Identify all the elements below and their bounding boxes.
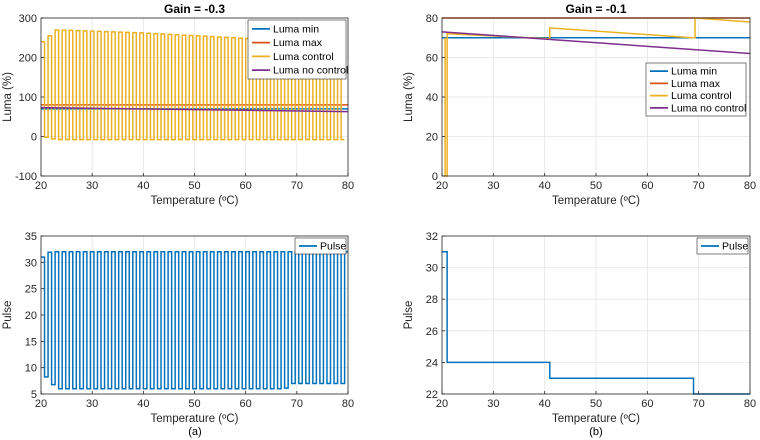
- chart-title: Gain = -0.3: [164, 2, 225, 16]
- y-tick-label: 200: [19, 53, 37, 65]
- x-tick-label: 70: [291, 398, 303, 410]
- caption-a: (a): [188, 426, 201, 438]
- x-tick-label: 70: [693, 180, 705, 192]
- x-tick-label: 50: [590, 398, 602, 410]
- legend: Pulse: [696, 237, 749, 255]
- y-tick-label: 40: [426, 92, 438, 104]
- x-axis-label: Temperature (ºC): [151, 413, 239, 425]
- y-tick-label: 24: [426, 357, 438, 369]
- x-tick-label: 20: [436, 180, 448, 192]
- x-tick-label: 80: [342, 398, 354, 410]
- y-tick-label: 32: [426, 231, 438, 243]
- x-axis-label: Temperature (ºC): [151, 195, 239, 207]
- x-tick-label: 40: [539, 180, 551, 192]
- legend-label-luma-max: Luma max: [273, 37, 323, 49]
- x-tick-label: 50: [188, 398, 200, 410]
- y-tick-label: 35: [25, 231, 37, 243]
- legend-box: [294, 237, 347, 255]
- x-tick-label: 60: [641, 398, 653, 410]
- x-tick-label: 40: [137, 180, 149, 192]
- y-tick-label: 25: [25, 284, 37, 296]
- y-axis-label: Pulse: [403, 301, 415, 330]
- panel-a-bottom: 20 30 40 50 60 70 80 5 10 15 20 25 30 35 Temperature (…: [2, 231, 354, 425]
- x-tick-label: 20: [35, 398, 47, 410]
- y-tick-label: 60: [426, 53, 438, 65]
- legend: Luma min Luma max Luma control Luma no cont…: [247, 19, 348, 80]
- panel-b-bottom: 20 30 40 50 60 70 80 22 24 26 28 30 32 Temperature (º…: [403, 231, 756, 425]
- y-tick-label: 26: [426, 326, 438, 338]
- x-tick-label: 80: [744, 180, 756, 192]
- x-tick-label: 70: [291, 180, 303, 192]
- y-tick-label: -100: [15, 171, 37, 183]
- x-axis-label: Temperature (ºC): [552, 413, 640, 425]
- y-tick-label: 10: [25, 363, 37, 375]
- x-tick-label: 60: [641, 180, 653, 192]
- y-axis-label: Luma (%): [403, 72, 415, 122]
- y-tick-label: 20: [426, 132, 438, 144]
- legend-label-luma-min: Luma min: [671, 66, 717, 78]
- caption-b: (b): [589, 426, 602, 438]
- panel-a-top: 20 30 40 50 60 70 80 -100 0 100 200 300 Temperature …: [2, 2, 354, 207]
- y-tick-label: 300: [19, 13, 37, 25]
- legend-label-luma-no-control: Luma no control: [671, 102, 746, 114]
- y-tick-label: 30: [25, 257, 37, 269]
- x-tick-label: 30: [487, 180, 499, 192]
- legend-label-luma-min: Luma min: [273, 23, 319, 35]
- series-pulse: [442, 251, 750, 395]
- x-tick-label: 20: [35, 180, 47, 192]
- x-tick-label: 60: [240, 180, 252, 192]
- y-tick-label: 0: [432, 171, 438, 183]
- x-tick-label: 60: [240, 398, 252, 410]
- y-tick-label: 80: [426, 13, 438, 25]
- x-tick-label: 40: [539, 398, 551, 410]
- y-tick-label: 22: [426, 389, 438, 401]
- legend-label-pulse: Pulse: [320, 241, 346, 253]
- legend-box: [247, 19, 347, 80]
- x-tick-label: 30: [86, 180, 98, 192]
- y-tick-label: 30: [426, 263, 438, 275]
- legend: Pulse: [294, 237, 347, 255]
- x-tick-label: 70: [693, 398, 705, 410]
- x-tick-label: 30: [487, 398, 499, 410]
- y-axis-label: Luma (%): [2, 72, 14, 122]
- legend-label-pulse: Pulse: [722, 241, 748, 253]
- y-tick-label: 28: [426, 294, 438, 306]
- legend-label-luma-no-control: Luma no control: [273, 65, 348, 77]
- legend-label-luma-control: Luma control: [671, 90, 732, 102]
- y-tick-label: 5: [31, 389, 37, 401]
- x-tick-label: 40: [137, 398, 149, 410]
- legend-label-luma-control: Luma control: [273, 51, 334, 63]
- x-axis-label: Temperature (ºC): [552, 195, 640, 207]
- x-tick-label: 80: [342, 180, 354, 192]
- x-tick-label: 50: [590, 180, 602, 192]
- y-tick-label: 20: [25, 310, 37, 322]
- legend-label-luma-max: Luma max: [671, 78, 721, 90]
- series-luma-no-control: [442, 31, 750, 55]
- legend-box: [696, 237, 749, 255]
- y-tick-label: 15: [25, 336, 37, 348]
- x-tick-label: 50: [188, 180, 200, 192]
- y-tick-label: 0: [31, 132, 37, 144]
- x-tick-label: 20: [436, 398, 448, 410]
- series-luma-no-control: [41, 106, 348, 113]
- y-axis-label: Pulse: [2, 301, 14, 330]
- x-tick-label: 80: [744, 398, 756, 410]
- chart-title: Gain = -0.1: [565, 2, 626, 16]
- y-tick-label: 100: [19, 92, 37, 104]
- x-tick-label: 30: [86, 398, 98, 410]
- series-luma-control: [41, 29, 345, 141]
